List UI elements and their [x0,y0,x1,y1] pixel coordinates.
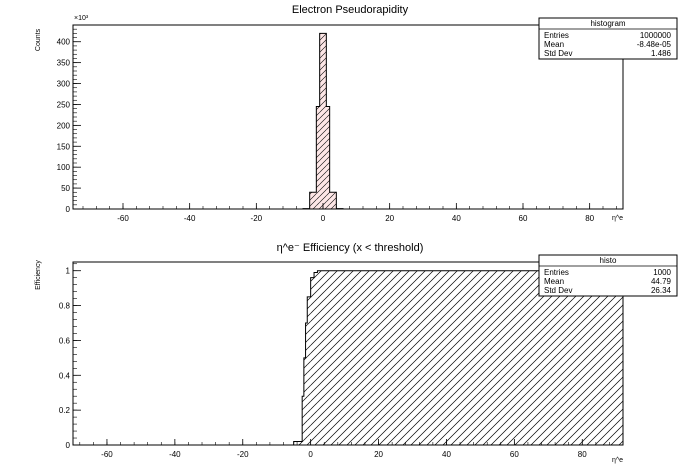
histogram-bar [310,277,315,445]
histogram-outline [302,32,344,210]
stats-row-label: Mean [544,40,564,49]
stats-box-title: histo [600,256,617,265]
stats-row-value: 1.486 [651,49,672,58]
histogram-bar [305,323,308,445]
y-tick-label: 0 [66,205,71,214]
stats-box: histo Entries 1000 Mean 44.79 Std Dev 26.34 [538,254,678,297]
histogram-bar [303,357,306,445]
y-tick-label: 0.2 [59,406,71,415]
efficiency-panel: η^e⁻ Efficiency (x < threshold) Efficien… [35,242,678,464]
histogram-bar [326,106,330,209]
chart-title: Electron Pseudorapidity [292,4,409,16]
y-tick-label: 1 [66,267,71,276]
histogram-bar [314,272,318,445]
histogram-bar [317,270,623,445]
stats-row-value: 1000000 [640,31,672,40]
stats-box-title: histogram [590,19,625,28]
histogram-bar [319,33,327,210]
y-tick-label: 0 [66,441,71,450]
x-tick-label: -20 [237,450,249,459]
y-tick-label: 200 [57,121,71,130]
x-tick-label: 80 [585,214,594,223]
y-tick-label: 50 [61,184,70,193]
x-tick-label: 60 [519,214,528,223]
histogram-bar [329,192,337,209]
x-tick-label: 80 [578,450,587,459]
x-tick-label: -60 [101,450,113,459]
x-tick-label: 60 [510,450,519,459]
chart-title: η^e⁻ Efficiency (x < threshold) [277,242,424,254]
x-tick-label: -60 [117,214,129,223]
y-axis-label: Counts [35,28,42,51]
histogram-bar [309,192,317,209]
x-axis-label: η^e [612,215,623,222]
x-axis-label: η^e [612,457,623,464]
y-axis-multiplier: ×10³ [74,15,89,22]
stats-row-label: Entries [544,268,569,277]
y-tick-label: 400 [57,38,71,47]
stats-row-label: Mean [544,277,564,286]
y-tick-label: 0.8 [59,302,71,311]
histogram-outline [293,270,624,445]
stats-row-value: -8.48e-05 [637,40,672,49]
x-tick-label: -40 [169,450,181,459]
x-tick-label: 40 [452,214,461,223]
histogram-bar [307,296,311,445]
y-tick-label: 300 [57,80,71,89]
x-tick-label: 20 [385,214,394,223]
stats-row-value: 44.79 [651,277,672,286]
y-tick-label: 0.4 [59,371,71,380]
stats-row-label: Entries [544,31,569,40]
x-tick-label: -40 [184,214,196,223]
y-tick-label: 0.6 [59,336,71,345]
y-tick-label: 250 [57,100,71,109]
stats-box-frame [538,17,678,60]
histogram-bar [316,106,320,209]
stats-row-value: 1000 [653,268,671,277]
y-axis-label: Efficiency [35,260,42,290]
stats-row-value: 26.34 [651,286,672,295]
x-tick-label: 40 [442,450,451,459]
y-tick-label: 350 [57,59,71,68]
stats-box: histogram Entries 1000000 Mean -8.48e-05 Std … [538,17,678,60]
stats-box-frame [538,254,678,297]
stats-row-label: Std Dev [544,286,572,295]
y-tick-label: 150 [57,142,71,151]
x-tick-label: -20 [251,214,263,223]
x-tick-label: 0 [308,450,313,459]
stats-row-label: Std Dev [544,49,572,58]
y-tick-label: 100 [57,163,71,172]
histogram-bar [302,396,304,445]
x-tick-label: 20 [374,450,383,459]
plot-frame [72,261,624,446]
x-tick-label: 0 [321,214,326,223]
histogram-bar [293,441,303,445]
electron-pseudorapidity-panel: Electron Pseudorapidity Counts ×10³ η^e … [35,4,678,223]
